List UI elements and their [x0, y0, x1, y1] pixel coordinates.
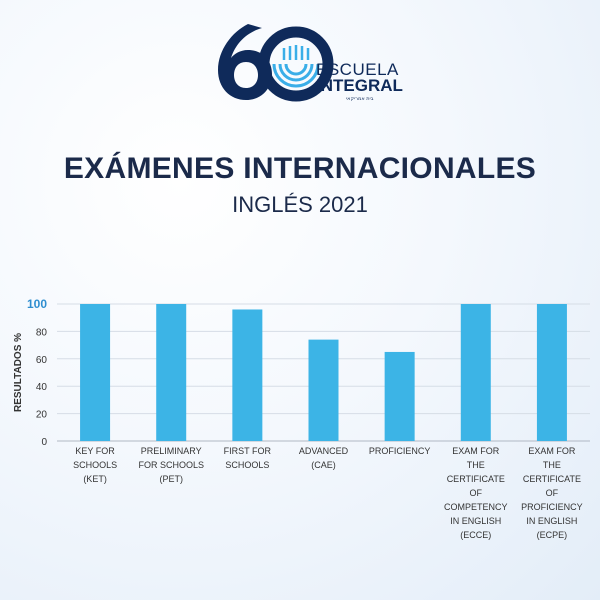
logo-wave: [272, 63, 320, 88]
y-tick-label: 80: [36, 327, 48, 338]
bar: [80, 304, 111, 441]
x-tick-label: PRELIMINARY FOR SCHOOLS (PET): [138, 446, 204, 484]
y-tick-label: 20: [36, 410, 48, 421]
logo-wave: [278, 63, 314, 82]
logo-text-integral: INTEGRAL: [316, 76, 403, 95]
y-axis-title: RESULTADOS %: [13, 333, 24, 412]
bar: [384, 351, 415, 441]
logo-six-shape: [218, 24, 272, 100]
bar: [460, 304, 491, 441]
x-tick-label: EXAM FOR THE CERTIFICATE OF PROFICIENCY IN EN…: [521, 446, 583, 540]
bar: [536, 304, 567, 441]
bar: [308, 339, 339, 441]
logo-wave: [284, 63, 308, 76]
y-tick-label: 0: [41, 437, 47, 448]
logo-zero-ring: [258, 26, 334, 102]
x-tick-label: EXAM FOR THE CERTIFICATE OF COMPETENCY IN ENG…: [444, 446, 508, 540]
y-tick-label: 40: [36, 382, 48, 393]
x-tick-label: FIRST FOR SCHOOLS: [224, 446, 272, 470]
y-tick-label: 60: [36, 355, 48, 366]
page-title: EXÁMENES INTERNACIONALES: [63, 152, 537, 185]
x-tick-label: ADVANCED (CAE): [299, 446, 349, 470]
bar: [156, 304, 187, 441]
school-logo: [218, 24, 334, 102]
y-tick-label: 100: [27, 297, 47, 311]
x-tick-label: KEY FOR SCHOOLS (KET): [73, 446, 117, 484]
page-subtitle: INGLÉS 2021: [232, 192, 368, 217]
logo-text-escuela: ESCUELA: [316, 60, 399, 79]
x-tick-label: PROFICIENCY: [369, 446, 431, 456]
logo-tagline: בית אמריקאי: [346, 96, 374, 102]
bar: [232, 309, 263, 441]
results-bar-chart: 0 20 40 60 80 100 RESULTADOS % KEY FOR SCHOOLS (K…: [13, 297, 590, 540]
